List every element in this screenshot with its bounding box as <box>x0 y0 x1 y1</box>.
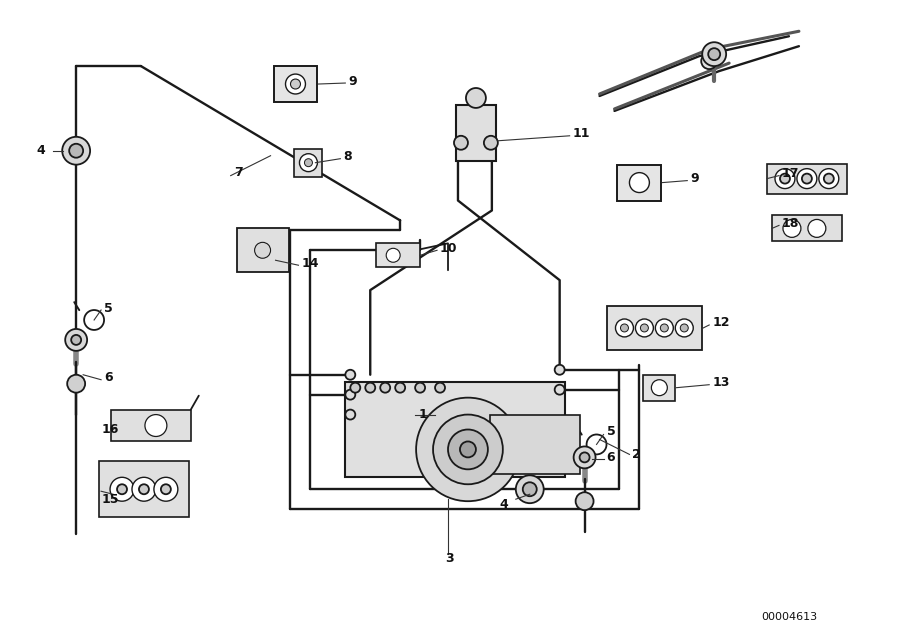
Text: 14: 14 <box>302 257 319 270</box>
Bar <box>617 164 662 201</box>
Circle shape <box>708 48 720 60</box>
Circle shape <box>652 380 667 396</box>
Bar <box>111 410 191 441</box>
Circle shape <box>145 415 166 436</box>
Bar <box>376 243 420 267</box>
Circle shape <box>448 429 488 469</box>
Bar <box>644 375 675 401</box>
Text: 9: 9 <box>348 74 357 88</box>
Circle shape <box>110 478 134 501</box>
Bar <box>772 215 842 241</box>
Circle shape <box>580 452 590 462</box>
Text: 5: 5 <box>607 425 616 438</box>
Circle shape <box>117 485 127 494</box>
Circle shape <box>346 410 356 420</box>
Bar <box>456 105 496 161</box>
Circle shape <box>380 383 391 392</box>
Text: 10: 10 <box>440 242 457 255</box>
Circle shape <box>68 375 86 392</box>
Bar <box>294 149 322 177</box>
Circle shape <box>484 136 498 150</box>
Circle shape <box>304 159 312 166</box>
Text: 13: 13 <box>712 376 730 389</box>
Text: 4: 4 <box>500 498 508 511</box>
Circle shape <box>576 492 594 510</box>
Circle shape <box>701 53 717 69</box>
Bar <box>346 382 564 477</box>
Bar <box>767 164 847 194</box>
Circle shape <box>620 324 628 332</box>
Circle shape <box>573 446 596 469</box>
Bar <box>99 462 189 517</box>
Text: 4: 4 <box>36 144 45 157</box>
Text: 7: 7 <box>234 166 242 179</box>
Circle shape <box>395 383 405 392</box>
Text: 8: 8 <box>343 150 352 163</box>
Circle shape <box>616 319 634 337</box>
Circle shape <box>416 398 520 501</box>
Circle shape <box>635 319 653 337</box>
Circle shape <box>780 173 790 184</box>
Text: 12: 12 <box>712 316 730 330</box>
Circle shape <box>775 169 795 189</box>
Circle shape <box>680 324 688 332</box>
Circle shape <box>71 335 81 345</box>
Circle shape <box>365 383 375 392</box>
Circle shape <box>346 370 356 380</box>
Circle shape <box>300 154 318 171</box>
Circle shape <box>132 478 156 501</box>
Circle shape <box>661 324 669 332</box>
Circle shape <box>291 79 301 89</box>
Circle shape <box>523 482 536 496</box>
Circle shape <box>819 169 839 189</box>
Circle shape <box>796 169 817 189</box>
Circle shape <box>346 390 356 399</box>
Bar <box>607 306 702 350</box>
Circle shape <box>433 415 503 485</box>
Text: 11: 11 <box>572 127 590 140</box>
Circle shape <box>808 220 826 237</box>
Circle shape <box>161 485 171 494</box>
Text: 15: 15 <box>101 493 119 505</box>
Text: 9: 9 <box>690 172 699 185</box>
Circle shape <box>702 42 726 66</box>
Circle shape <box>783 220 801 237</box>
Bar <box>274 66 318 102</box>
Circle shape <box>466 88 486 108</box>
Circle shape <box>255 243 271 258</box>
Circle shape <box>386 248 400 262</box>
Circle shape <box>629 173 650 192</box>
Circle shape <box>454 136 468 150</box>
Circle shape <box>460 441 476 457</box>
Text: 6: 6 <box>607 451 615 464</box>
Circle shape <box>641 324 648 332</box>
Text: 2: 2 <box>633 448 641 461</box>
Circle shape <box>65 329 87 351</box>
Circle shape <box>802 173 812 184</box>
Circle shape <box>139 485 148 494</box>
Circle shape <box>675 319 693 337</box>
Bar <box>490 415 580 474</box>
Circle shape <box>554 364 564 375</box>
Bar <box>237 229 289 272</box>
Circle shape <box>655 319 673 337</box>
Text: 1: 1 <box>418 408 427 421</box>
Circle shape <box>285 74 305 94</box>
Text: 17: 17 <box>782 167 799 180</box>
Circle shape <box>554 385 564 395</box>
Text: 6: 6 <box>104 371 112 384</box>
Text: 00004613: 00004613 <box>760 612 817 622</box>
Circle shape <box>415 383 425 392</box>
Text: 5: 5 <box>104 302 112 314</box>
Circle shape <box>824 173 833 184</box>
Circle shape <box>62 137 90 164</box>
Text: 3: 3 <box>445 552 454 565</box>
Text: 18: 18 <box>782 217 799 230</box>
Circle shape <box>154 478 178 501</box>
Circle shape <box>435 383 445 392</box>
Text: 16: 16 <box>101 423 119 436</box>
Circle shape <box>69 144 83 157</box>
Circle shape <box>350 383 360 392</box>
Circle shape <box>516 476 544 503</box>
